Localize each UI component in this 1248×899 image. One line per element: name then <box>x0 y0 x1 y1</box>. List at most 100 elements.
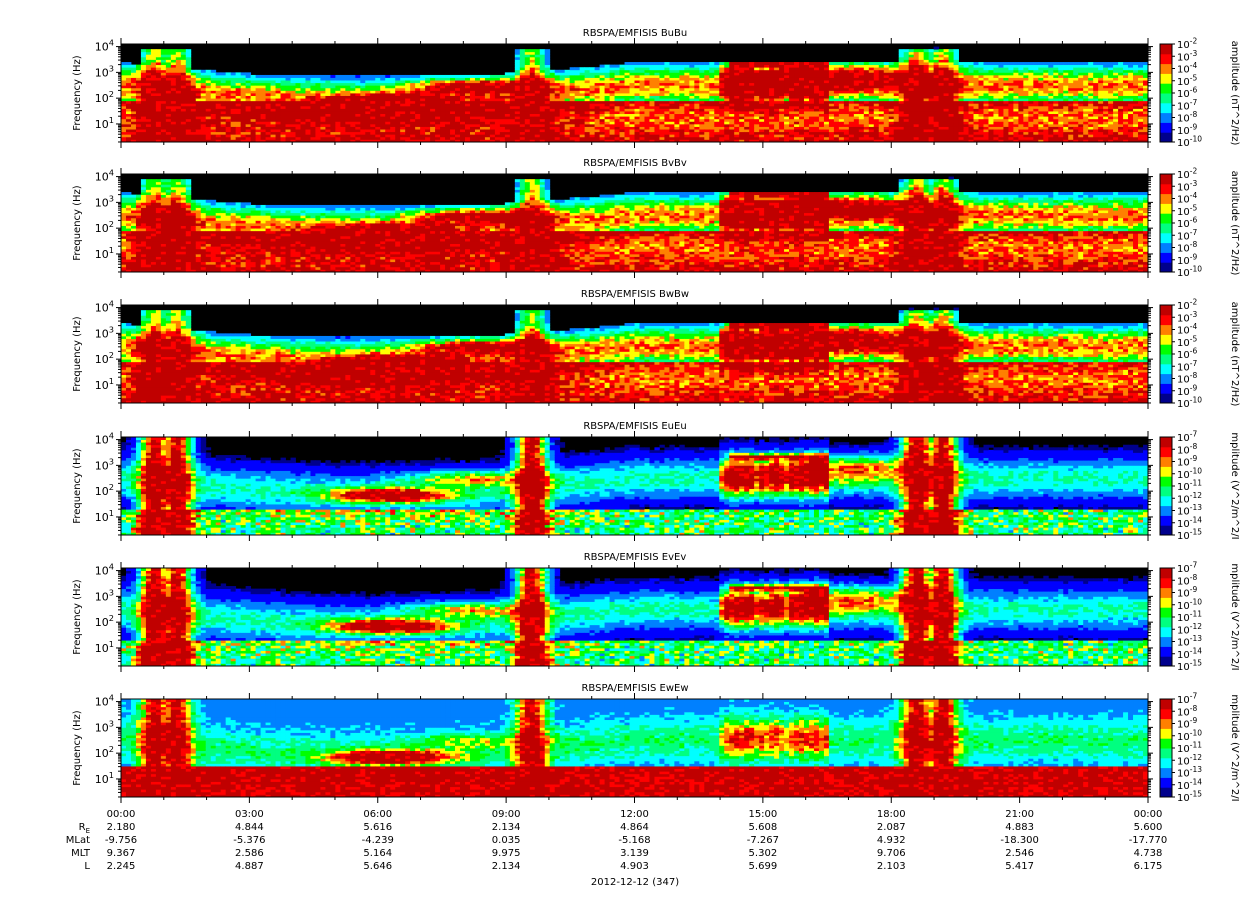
heatmap-cell <box>634 113 640 117</box>
heatmap-cell <box>878 131 885 135</box>
heatmap-cell <box>659 67 665 71</box>
heatmap-cell <box>704 64 710 68</box>
heatmap-cell <box>554 77 561 81</box>
heatmap-cell <box>390 123 396 127</box>
heatmap-cell <box>170 108 177 112</box>
heatmap-cell <box>679 74 685 78</box>
heatmap-cell <box>285 113 291 117</box>
heatmap-cell <box>729 131 735 135</box>
heatmap-cell <box>599 85 605 89</box>
heatmap-cell <box>345 105 351 109</box>
heatmap-cell <box>360 100 366 104</box>
heatmap-cell <box>794 64 800 68</box>
heatmap-cell <box>519 103 526 107</box>
heatmap-cell <box>709 105 715 109</box>
heatmap-cell <box>445 85 451 89</box>
heatmap-cell <box>549 82 556 86</box>
heatmap-cell <box>489 87 496 91</box>
heatmap-cell <box>928 134 935 138</box>
heatmap-cell <box>145 56 152 60</box>
heatmap-cell <box>519 67 526 71</box>
heatmap-cell <box>714 123 720 127</box>
heatmap-cell <box>460 90 466 94</box>
heatmap-cell <box>659 111 665 115</box>
heatmap-cell <box>878 113 885 117</box>
heatmap-cell <box>843 134 850 138</box>
heatmap-cell <box>355 139 361 143</box>
heatmap-cell <box>200 139 207 143</box>
heatmap-cell <box>679 95 685 99</box>
heatmap-cell <box>529 85 536 89</box>
heatmap-cell <box>794 118 800 122</box>
heatmap-cell <box>205 113 212 117</box>
heatmap-cell <box>833 85 840 89</box>
heatmap-cell <box>779 64 785 68</box>
heatmap-cell <box>150 54 157 58</box>
heatmap-cell <box>125 113 132 117</box>
heatmap-cell <box>185 111 192 115</box>
heatmap-cell <box>749 85 755 89</box>
heatmap-cell <box>539 118 546 122</box>
heatmap-cell <box>719 136 725 140</box>
heatmap-cell <box>848 126 855 130</box>
heatmap-cell <box>195 134 202 138</box>
heatmap-cell <box>903 69 910 73</box>
heatmap-cell <box>878 123 885 127</box>
heatmap-cell <box>704 116 710 120</box>
heatmap-cell <box>679 67 685 71</box>
heatmap-cell <box>534 131 541 135</box>
heatmap-cell <box>938 126 944 130</box>
heatmap-cell <box>190 87 197 91</box>
heatmap-cell <box>599 105 605 109</box>
heatmap-cell <box>400 87 406 91</box>
heatmap-cell <box>121 139 127 143</box>
heatmap-cell <box>584 103 591 107</box>
heatmap-cell <box>534 67 541 71</box>
heatmap-cell <box>315 118 321 122</box>
heatmap-cell <box>818 87 825 91</box>
heatmap-cell <box>504 105 511 109</box>
heatmap-cell <box>135 108 142 112</box>
heatmap-cell <box>285 123 291 127</box>
heatmap-cell <box>350 90 356 94</box>
heatmap-cell <box>853 64 860 68</box>
heatmap-cell <box>210 136 217 140</box>
heatmap-cell <box>499 116 506 120</box>
heatmap-cell <box>370 121 376 125</box>
heatmap-cell <box>943 90 949 94</box>
heatmap-cell <box>210 121 217 125</box>
heatmap-cell <box>714 118 720 122</box>
heatmap-cell <box>340 118 346 122</box>
heatmap-cell <box>450 95 456 99</box>
heatmap-cell <box>445 90 451 94</box>
heatmap-cell <box>928 82 935 86</box>
heatmap-cell <box>340 82 346 86</box>
heatmap-cell <box>260 126 266 130</box>
heatmap-cell <box>689 67 695 71</box>
heatmap-cell <box>769 77 775 81</box>
heatmap-cell <box>415 85 421 89</box>
heatmap-cell <box>130 139 137 143</box>
heatmap-cell <box>235 105 242 109</box>
heatmap-cell <box>913 113 920 117</box>
heatmap-cell <box>878 67 885 71</box>
heatmap-cell <box>579 82 586 86</box>
heatmap-cell <box>569 82 576 86</box>
heatmap-cell <box>305 90 311 94</box>
heatmap-cell <box>848 113 855 117</box>
heatmap-cell <box>170 67 177 71</box>
heatmap-cell <box>789 111 795 115</box>
heatmap-cell <box>529 74 536 78</box>
heatmap-cell <box>469 80 476 84</box>
heatmap-cell <box>569 80 576 84</box>
heatmap-cell <box>345 87 351 91</box>
heatmap-cell <box>330 85 336 89</box>
heatmap-cell <box>923 134 930 138</box>
heatmap-cell <box>425 98 431 102</box>
heatmap-cell <box>619 90 625 94</box>
heatmap-cell <box>659 129 665 133</box>
heatmap-cell <box>784 90 790 94</box>
heatmap-cell <box>689 64 695 68</box>
heatmap-cell <box>355 108 361 112</box>
heatmap-cell <box>604 105 610 109</box>
